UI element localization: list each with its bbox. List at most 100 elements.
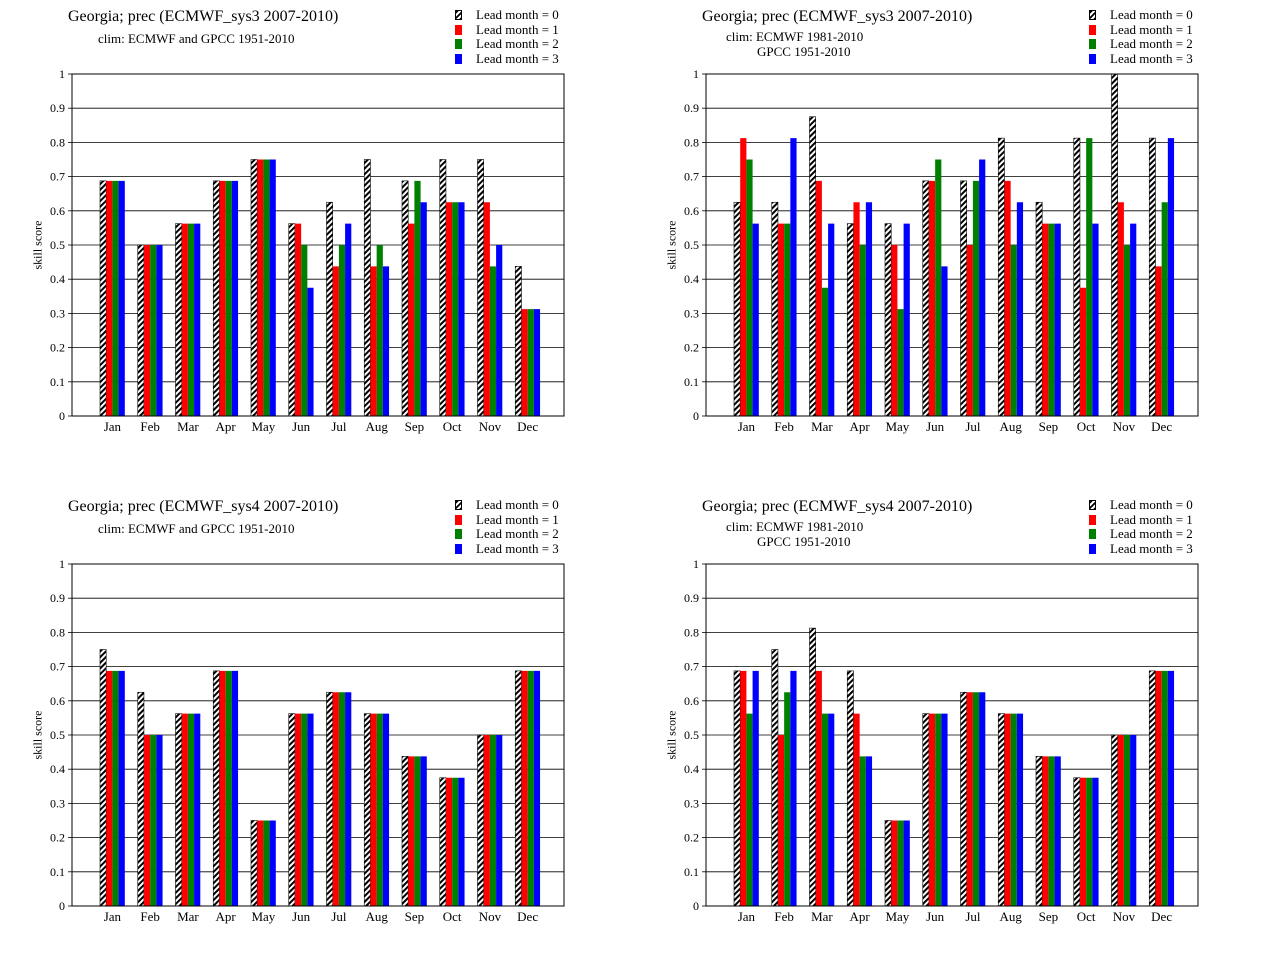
bar-dec-lead2 <box>1161 202 1168 416</box>
bar-jul-lead3 <box>345 692 352 906</box>
legend-item: Lead month = 3 <box>1089 541 1193 557</box>
legend-item: Lead month = 1 <box>455 21 559 38</box>
bar-sep-lead1 <box>1042 756 1049 906</box>
bar-sep-lead0 <box>1035 756 1043 907</box>
bar-jan-lead2 <box>746 713 753 906</box>
legend-item: Lead month = 1 <box>1089 512 1193 528</box>
bar-nov-lead3 <box>1130 223 1137 416</box>
y-tick-label: 0.6 <box>50 694 65 708</box>
bar-jun-lead0 <box>288 713 296 907</box>
bar-sep-lead1 <box>1042 223 1049 416</box>
bar-may-lead2 <box>263 159 270 416</box>
x-tick-label: Mar <box>811 419 833 434</box>
bar-dec-lead1 <box>521 309 528 416</box>
x-tick-label: Sep <box>1039 909 1059 924</box>
x-tick-label: Feb <box>774 909 794 924</box>
bar-oct-lead2 <box>1086 138 1093 416</box>
x-tick-label: Dec <box>517 419 538 434</box>
legend-swatch <box>1089 24 1096 35</box>
legend-item: Lead month = 3 <box>1089 50 1193 67</box>
legend-label: Lead month = 0 <box>1110 7 1193 22</box>
bar-chart: 0 0.1 0.2 0.3 0.4 0.5 0.6 0.7 0.8 0.9 1 Jan Feb Mar Ap… <box>684 557 1199 924</box>
y-tick-label: 0.2 <box>684 341 699 355</box>
x-tick-label: Apr <box>850 419 871 434</box>
bar-aug-lead3 <box>1016 202 1024 416</box>
legend-swatch <box>1089 514 1096 525</box>
bar-may-lead1 <box>257 820 264 906</box>
bar-nov-lead2 <box>489 735 497 906</box>
y-tick-label: 0.6 <box>50 204 65 218</box>
bar-oct-lead0 <box>439 159 447 417</box>
bar-jun-lead1 <box>294 713 302 906</box>
y-tick-label: 1 <box>693 557 699 571</box>
legend-swatch <box>1089 10 1096 21</box>
bar-oct-lead3 <box>458 777 465 906</box>
bar-oct-lead2 <box>1086 777 1093 906</box>
bar-sep-lead2 <box>414 180 421 416</box>
bar-chart: 0 0.1 0.2 0.3 0.4 0.5 0.6 0.7 0.8 0.9 1 Jan Feb Mar Ap… <box>50 557 565 924</box>
bar-may-lead1 <box>891 820 898 906</box>
legend-swatch <box>1089 500 1096 511</box>
bar-jan-lead1 <box>106 670 113 906</box>
y-tick-label: 0.4 <box>684 272 699 286</box>
x-tick-label: Jan <box>104 419 122 434</box>
bar-apr-lead2 <box>859 756 866 906</box>
bar-oct-lead3 <box>1092 223 1099 416</box>
y-tick-label: 0.7 <box>684 170 699 184</box>
bar-aug-lead1 <box>370 713 377 906</box>
y-tick-label: 0.4 <box>50 272 65 286</box>
legend-item: Lead month = 0 <box>1089 7 1193 23</box>
chart-panel-3: Georgia; prec (ECMWF_sys4 2007-2010) cli… <box>0 490 634 980</box>
bar-may-lead1 <box>257 159 264 416</box>
y-tick-label: 0.9 <box>50 591 65 605</box>
bar-mar-lead3 <box>194 223 201 416</box>
chart-title: Georgia; prec (ECMWF_sys3 2007-2010) <box>702 8 973 25</box>
x-tick-label: May <box>885 419 909 434</box>
bar-dec-lead2 <box>527 670 534 906</box>
bar-apr-lead3 <box>865 202 873 416</box>
legend-label: Lead month = 2 <box>1110 36 1193 51</box>
bar-apr-lead0 <box>846 670 854 907</box>
bar-nov-lead2 <box>1123 735 1131 906</box>
legend-item: Lead month = 0 <box>455 497 559 513</box>
bar-oct-lead2 <box>452 202 459 416</box>
legend-label: Lead month = 1 <box>476 21 559 37</box>
bar-sep-lead1 <box>408 223 415 416</box>
bar-apr-lead2 <box>225 180 232 416</box>
bar-jan-lead1 <box>740 138 747 416</box>
bar-jan-lead2 <box>112 180 119 416</box>
clim-line: GPCC 1951-2010 <box>757 534 851 549</box>
bar-nov-lead0 <box>1111 73 1118 417</box>
bar-nov-lead2 <box>489 266 497 416</box>
bar-jan-lead1 <box>106 180 113 416</box>
bar-apr-lead1 <box>853 713 860 906</box>
bar-oct-lead0 <box>439 777 447 907</box>
bar-mar-lead2 <box>821 713 829 906</box>
bar-jan-lead2 <box>112 670 119 906</box>
legend-swatch <box>1089 543 1096 554</box>
bar-may-lead3 <box>903 223 910 416</box>
bar-mar-lead0 <box>809 627 816 907</box>
bar-apr-lead3 <box>231 180 239 416</box>
bar-mar-lead2 <box>187 713 195 906</box>
bar-sep-lead3 <box>1054 756 1061 906</box>
x-tick-label: Sep <box>1039 419 1059 434</box>
bar-mar-lead3 <box>828 713 835 906</box>
legend-label: Lead month = 0 <box>476 7 559 22</box>
bar-oct-lead1 <box>445 202 453 416</box>
bar-apr-lead3 <box>231 670 239 906</box>
legend-item: Lead month = 2 <box>1089 526 1193 542</box>
bar-jan-lead3 <box>752 223 759 416</box>
bar-jun-lead3 <box>307 713 314 906</box>
bar-jan-lead2 <box>746 159 753 416</box>
bar-sep-lead3 <box>420 202 427 416</box>
bar-jan-lead3 <box>752 670 759 906</box>
bar-nov-lead1 <box>1117 735 1124 906</box>
bar-jul-lead1 <box>332 692 339 906</box>
legend-label: Lead month = 3 <box>1110 50 1193 66</box>
legend-swatch <box>455 39 462 50</box>
x-tick-label: Jul <box>331 909 347 924</box>
bar-may-lead0 <box>884 223 892 417</box>
x-tick-label: Feb <box>774 419 794 434</box>
bar-sep-lead2 <box>1048 223 1055 416</box>
